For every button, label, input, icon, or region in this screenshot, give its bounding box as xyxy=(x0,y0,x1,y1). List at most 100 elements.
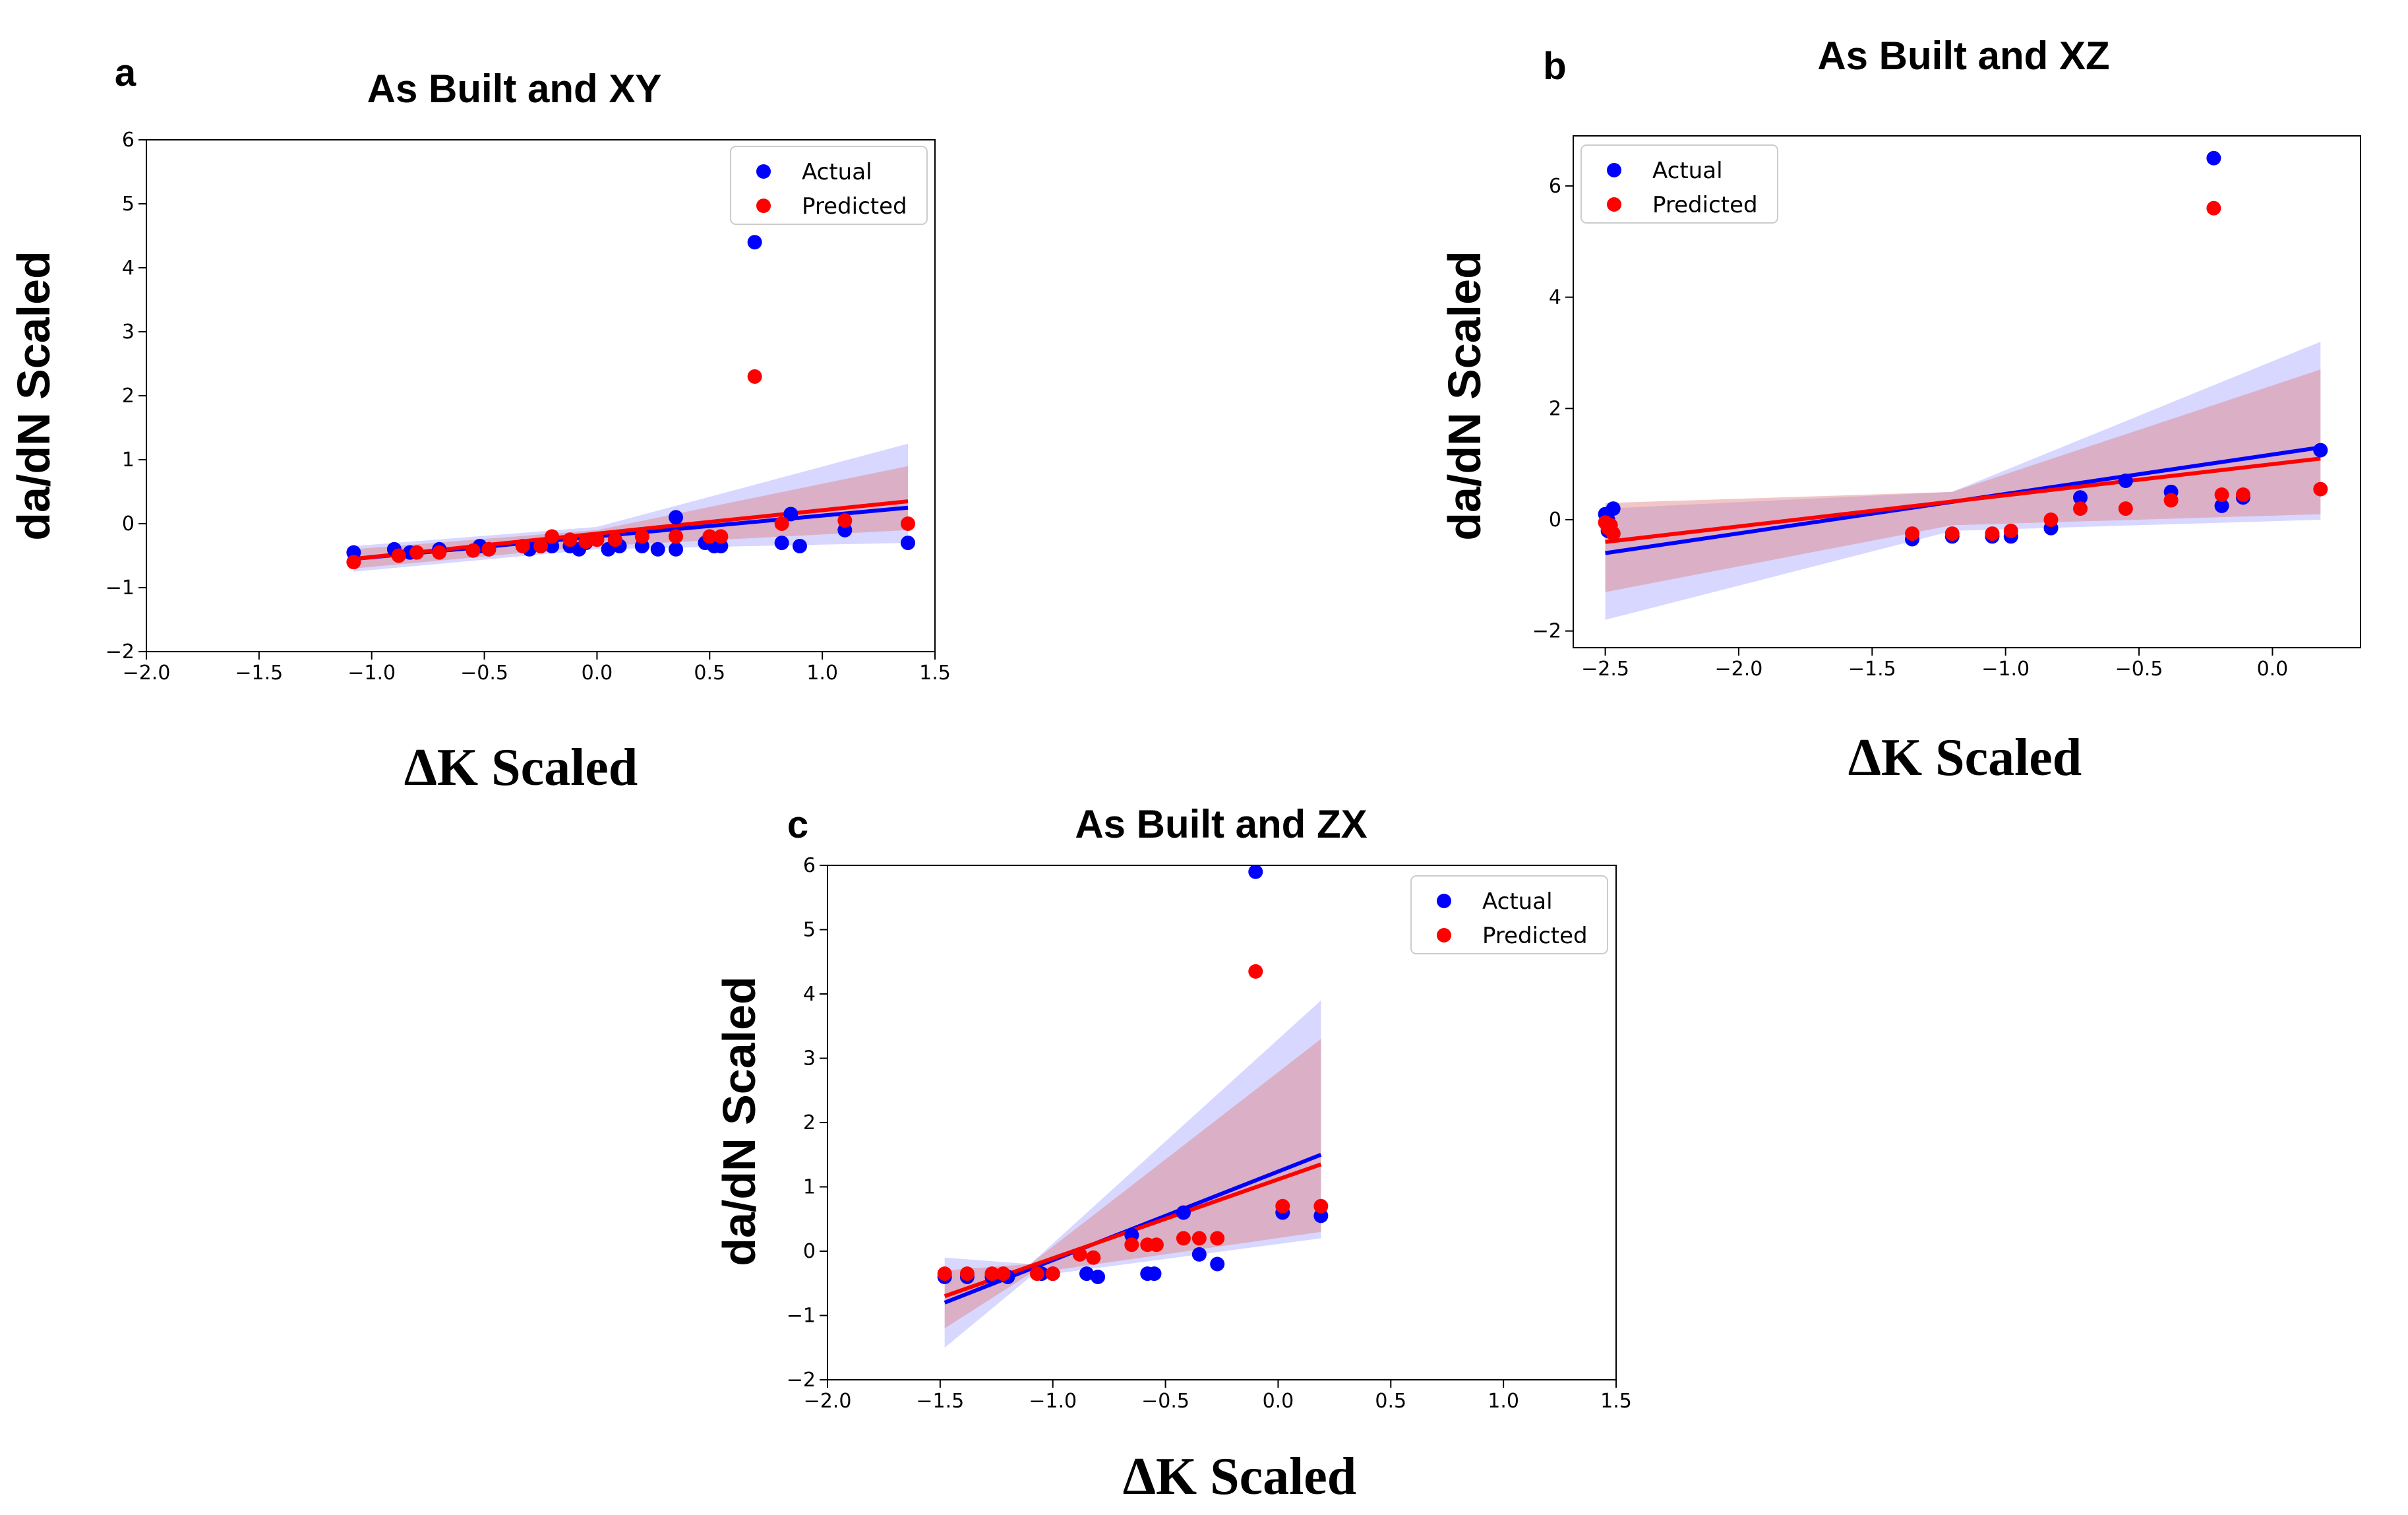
x-tick-label: 0.5 xyxy=(694,662,725,685)
legend-actual-marker xyxy=(1437,894,1451,908)
actual-point xyxy=(1176,1205,1191,1220)
y-tick-label: 2 xyxy=(1549,397,1561,420)
predicted-point xyxy=(1191,1231,1207,1246)
predicted-point xyxy=(545,529,560,544)
predicted-point xyxy=(1248,964,1263,979)
y-tick-label: 3 xyxy=(803,1047,816,1070)
actual-point xyxy=(1147,1266,1162,1282)
actual-point xyxy=(2073,490,2088,505)
panel-b: −2.5 −2.0 −1.5 −1.0 −0.5 0.0 −2 0 2 4 6 Actual Predi… xyxy=(1439,34,2361,787)
y-tick-label: 6 xyxy=(122,129,135,152)
actual-point xyxy=(2206,150,2221,166)
predicted-point xyxy=(669,529,684,544)
y-tick-label: 4 xyxy=(1549,286,1561,309)
legend-box xyxy=(1410,875,1608,954)
y-tick-label: 1 xyxy=(803,1176,816,1199)
predicted-point xyxy=(481,541,497,557)
actual-point xyxy=(1606,501,1621,516)
y-tick-label: 6 xyxy=(803,854,816,877)
predicted-point xyxy=(900,516,915,531)
x-tick-label: 1.0 xyxy=(1488,1390,1519,1413)
predicted-point xyxy=(1029,1266,1044,1282)
x-tick-label: −1.0 xyxy=(1981,658,2030,681)
legend-predicted-label: Predicted xyxy=(1652,192,1758,218)
x-tick-label: 0.5 xyxy=(1375,1390,1406,1413)
x-tick-label: −2.0 xyxy=(1715,658,1763,681)
actual-point xyxy=(2313,443,2328,458)
predicted-point xyxy=(1124,1237,1139,1252)
predicted-point xyxy=(1905,526,1920,541)
predicted-point xyxy=(634,529,649,544)
y-tick-label: −2 xyxy=(105,640,135,664)
actual-point xyxy=(669,541,684,557)
predicted-point xyxy=(1985,526,2000,541)
x-tick-label: −2.5 xyxy=(1581,658,1629,681)
plot-area xyxy=(1598,150,2328,620)
x-axis-label: ΔK Scaled xyxy=(1123,1448,1357,1506)
panel-label: c xyxy=(787,803,808,846)
actual-point xyxy=(669,510,684,525)
actual-point xyxy=(1191,1247,1207,1262)
y-tick-label: 1 xyxy=(122,448,135,472)
x-tick-label: −1.5 xyxy=(916,1390,964,1413)
x-tick-label: −0.5 xyxy=(1141,1390,1189,1413)
predicted-point xyxy=(2003,523,2018,538)
actual-confidence-band xyxy=(353,443,908,572)
actual-point xyxy=(900,536,915,551)
legend-actual-label: Actual xyxy=(1482,888,1553,915)
legend-predicted-marker xyxy=(1607,197,1621,212)
y-axis-label: da/dN Scaled xyxy=(1439,251,1490,541)
predicted-point xyxy=(1944,526,1960,541)
legend-actual-marker xyxy=(1607,163,1621,177)
x-tick-label: −1.0 xyxy=(1029,1390,1077,1413)
y-tick-label: 4 xyxy=(122,257,135,280)
predicted-point xyxy=(1072,1247,1087,1262)
actual-point xyxy=(747,235,762,250)
predicted-point xyxy=(391,548,406,563)
legend-box xyxy=(1580,144,1778,224)
predicted-point xyxy=(1086,1250,1101,1265)
predicted-point xyxy=(1210,1231,1225,1246)
legend-actual-label: Actual xyxy=(1652,158,1723,184)
x-tick-label: 0.0 xyxy=(582,662,613,685)
legend-predicted-label: Predicted xyxy=(1482,923,1588,949)
predicted-point xyxy=(1275,1198,1290,1214)
y-tick-label: 0 xyxy=(1549,509,1561,532)
y-tick-label: 4 xyxy=(803,983,816,1006)
y-tick-label: 2 xyxy=(122,385,135,408)
x-tick-label: −2.0 xyxy=(804,1390,852,1413)
predicted-point xyxy=(937,1266,952,1282)
x-tick-label: 1.0 xyxy=(806,662,838,685)
y-tick-label: 3 xyxy=(122,321,135,344)
actual-point xyxy=(774,536,789,551)
chart-title: As Built and ZX xyxy=(1075,802,1367,846)
legend-predicted-label: Predicted xyxy=(802,193,907,220)
y-tick-label: −1 xyxy=(105,576,135,600)
actual-confidence-band xyxy=(1605,342,2321,620)
actual-point xyxy=(792,538,807,553)
predicted-point xyxy=(713,529,729,544)
legend: Actual Predicted xyxy=(1410,875,1608,954)
actual-point xyxy=(1079,1266,1094,1282)
legend: Actual Predicted xyxy=(1580,144,1778,224)
y-tick-label: 6 xyxy=(1549,175,1561,198)
predicted-point xyxy=(1313,1198,1329,1214)
chart-title: As Built and XZ xyxy=(1817,34,2109,78)
panel-label: b xyxy=(1543,45,1566,88)
actual-point xyxy=(783,507,798,522)
plot-area xyxy=(346,235,915,572)
x-tick-label: 1.5 xyxy=(1600,1390,1632,1413)
predicted-point xyxy=(1149,1237,1164,1252)
predicted-point xyxy=(996,1266,1011,1282)
actual-point xyxy=(1210,1256,1225,1272)
y-tick-label: 5 xyxy=(803,919,816,942)
x-tick-label: −2.0 xyxy=(123,662,171,685)
predicted-point xyxy=(533,538,548,553)
predicted-point xyxy=(409,545,425,560)
y-tick-label: 0 xyxy=(803,1240,816,1263)
predicted-point xyxy=(2118,501,2133,516)
y-tick-label: −2 xyxy=(1532,620,1561,643)
predicted-point xyxy=(2206,201,2221,216)
predicted-point xyxy=(1176,1231,1191,1246)
